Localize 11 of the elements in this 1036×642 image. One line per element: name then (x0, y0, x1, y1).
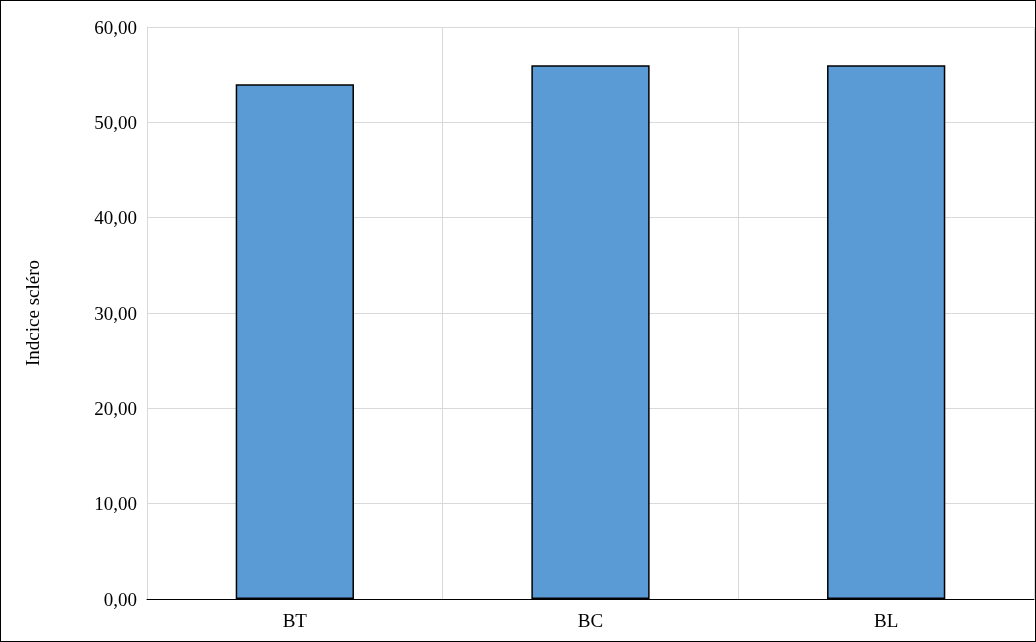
y-tick-label: 0,00 (103, 588, 137, 610)
y-tick-label: 50,00 (94, 111, 137, 133)
y-tick-label: 20,00 (94, 397, 137, 419)
y-tick-label: 60,00 (94, 16, 137, 38)
y-axis-title: Indcice scléro (22, 259, 43, 367)
y-tick-label: 40,00 (94, 207, 137, 229)
y-tick-label: 30,00 (94, 302, 137, 324)
x-tick-label: BL (874, 610, 899, 631)
x-tick-label: BC (577, 610, 604, 631)
y-tick-label: 10,00 (94, 493, 137, 515)
x-tick-label: BT (282, 610, 308, 631)
